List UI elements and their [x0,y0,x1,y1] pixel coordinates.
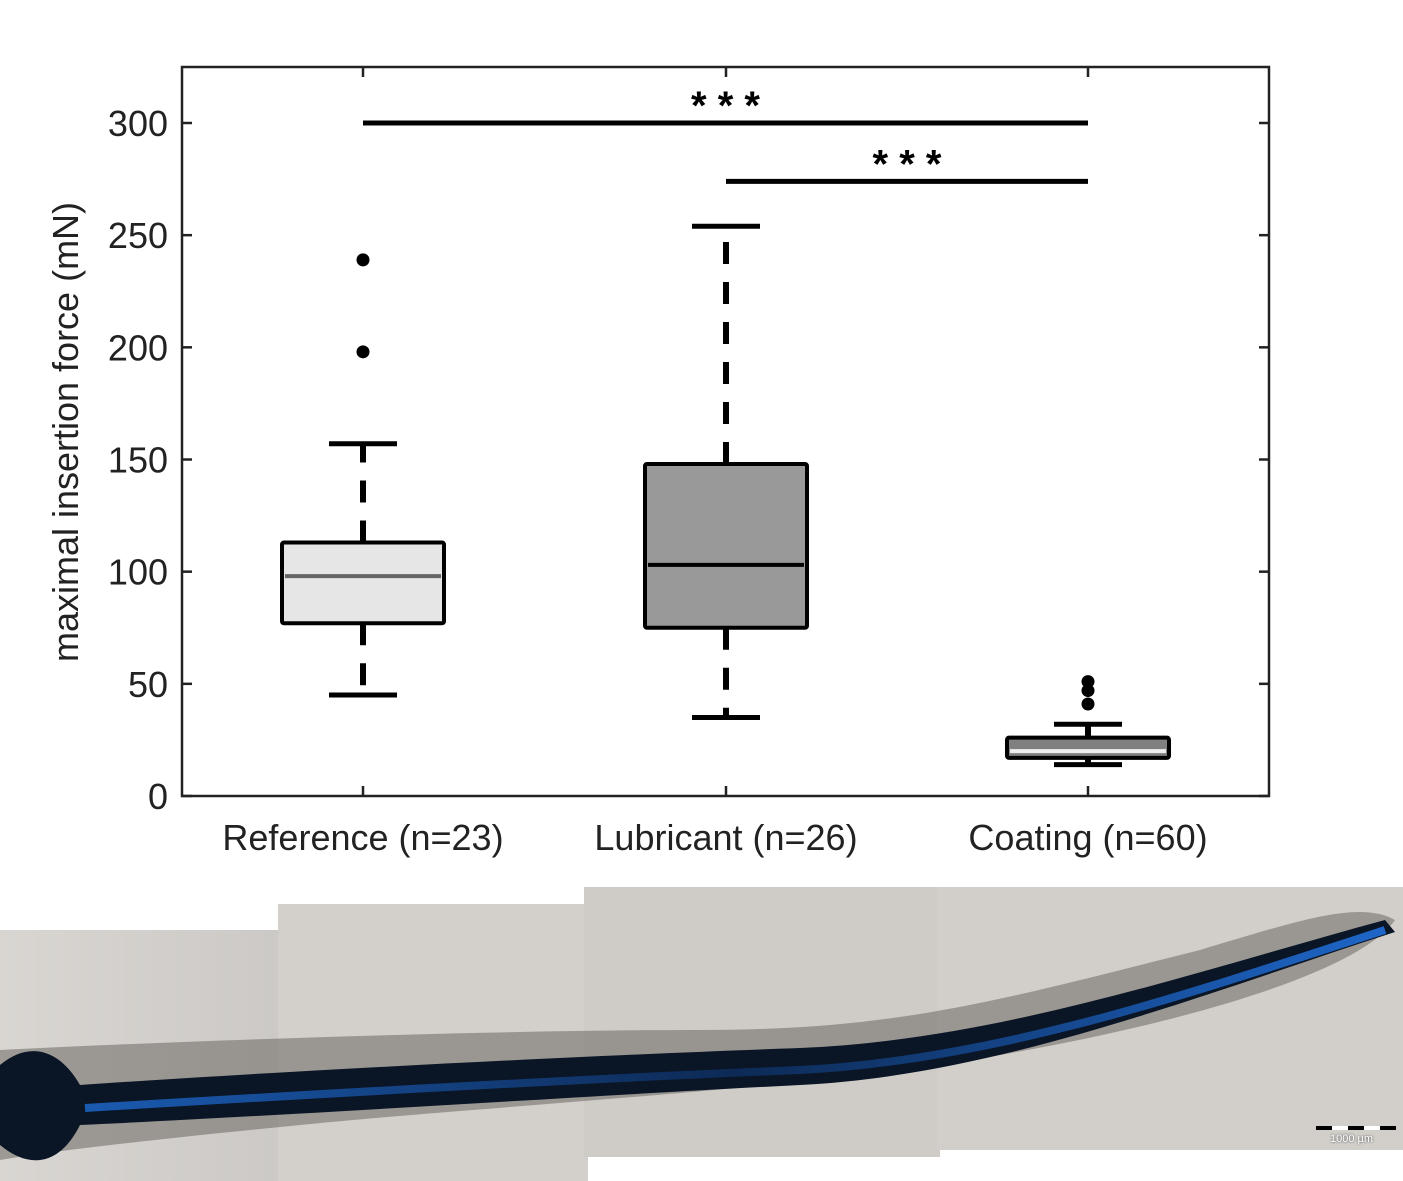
box [643,461,809,630]
x-tick-label: Lubricant (n=26) [594,817,857,858]
box-1 [643,223,809,720]
scale-bar [1316,1126,1396,1130]
significance-label: * * * [691,84,760,128]
box-2 [1005,675,1171,768]
y-tick-label: 100 [108,552,168,593]
outlier-point [356,345,370,359]
box-0 [280,253,446,698]
y-tick-label: 0 [148,776,168,817]
y-tick-label: 200 [108,327,168,368]
y-tick-label: 300 [108,103,168,144]
box [1005,735,1171,760]
y-axis-label: maximal insertion force (mN) [45,202,86,662]
outlier-point [1081,675,1095,689]
outlier-point [356,253,370,267]
box-plot: * * * * * * 0 50 100 150 200 250 300 Reference … [45,65,1271,858]
significance-label: * * * [873,142,942,186]
scale-bar-label: 1000 µm [1330,1133,1374,1145]
outlier-point [1081,697,1095,711]
x-tick-label: Reference (n=23) [222,817,503,858]
y-tick-label: 150 [108,440,168,481]
y-tick-label: 250 [108,215,168,256]
outlier-point [1081,684,1095,698]
x-tick-label: Coating (n=60) [968,817,1207,858]
box [280,540,446,626]
y-tick-label: 50 [128,664,168,705]
microscope-image [0,887,1403,1181]
